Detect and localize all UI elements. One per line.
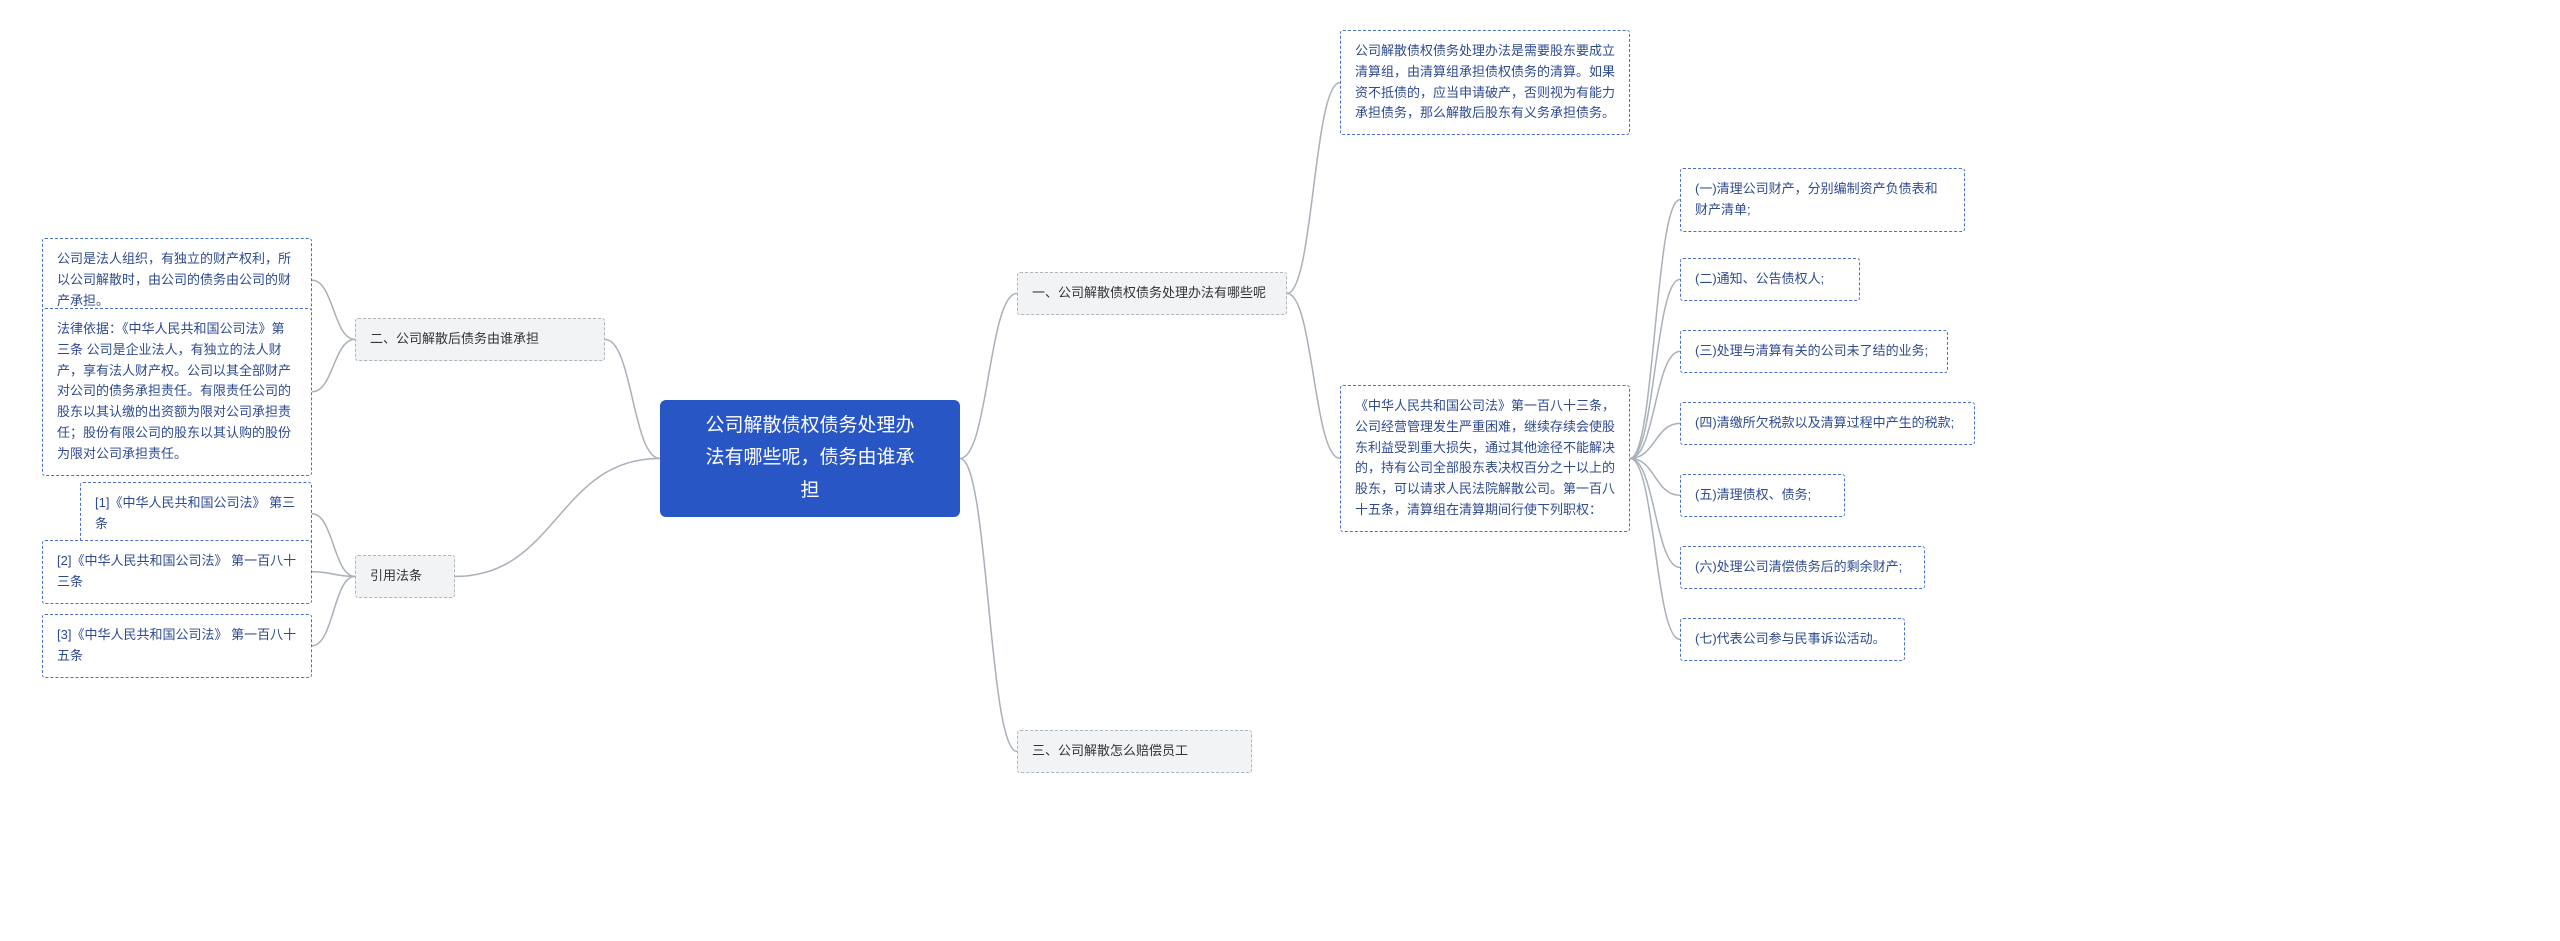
leaf-node: (七)代表公司参与民事诉讼活动。 xyxy=(1680,618,1905,661)
connector-line xyxy=(960,293,1017,458)
connector-line xyxy=(1630,458,1680,567)
leaf-node: [3]《中华人民共和国公司法》 第一百八十五条 xyxy=(42,614,312,678)
connector-line xyxy=(605,339,660,458)
connector-line xyxy=(1630,458,1680,495)
connector-line xyxy=(455,458,660,576)
connector-line xyxy=(1630,279,1680,458)
root-line: 公司解散债权债务处理办 xyxy=(705,415,914,436)
leaf-node: (五)清理债权、债务; xyxy=(1680,474,1845,517)
leaf-node: (六)处理公司清偿债务后的剩余财产; xyxy=(1680,546,1925,589)
connector-line xyxy=(1630,458,1680,639)
connector-line xyxy=(1630,200,1680,459)
connectors xyxy=(0,0,2560,941)
leaf-node: [1]《中华人民共和国公司法》 第三条 xyxy=(80,482,312,546)
root-node: 公司解散债权债务处理办法有哪些呢，债务由谁承担 xyxy=(660,400,960,517)
leaf-node: 法律依据：《中华人民共和国公司法》第三条 公司是企业法人，有独立的法人财产，享有… xyxy=(42,308,312,476)
connector-line xyxy=(960,458,1017,751)
connector-line xyxy=(312,572,355,577)
leaf-node: (三)处理与清算有关的公司未了结的业务; xyxy=(1680,330,1948,373)
connector-line xyxy=(1287,83,1340,294)
branch-node: 引用法条 xyxy=(355,555,455,598)
leaf-node: [2]《中华人民共和国公司法》 第一百八十三条 xyxy=(42,540,312,604)
connector-line xyxy=(1630,351,1680,458)
connector-line xyxy=(312,339,355,391)
connector-line xyxy=(1287,293,1340,458)
branch-node: 三、公司解散怎么赔偿员工 xyxy=(1017,730,1252,773)
connector-line xyxy=(312,280,355,339)
root-line: 法有哪些呢，债务由谁承 xyxy=(705,447,914,468)
branch-node: 二、公司解散后债务由谁承担 xyxy=(355,318,605,361)
branch-node: 一、公司解散债权债务处理办法有哪些呢 xyxy=(1017,272,1287,315)
leaf-node: (四)清缴所欠税款以及清算过程中产生的税款; xyxy=(1680,402,1975,445)
leaf-node: 公司解散债权债务处理办法是需要股东要成立清算组，由清算组承担债权债务的清算。如果… xyxy=(1340,30,1630,135)
connector-line xyxy=(312,576,355,645)
root-line: 担 xyxy=(800,480,819,501)
leaf-node: (二)通知、公告债权人; xyxy=(1680,258,1860,301)
connector-line xyxy=(1630,423,1680,458)
leaf-node: (一)清理公司财产，分别编制资产负债表和财产清单; xyxy=(1680,168,1965,232)
leaf-node: 《中华人民共和国公司法》第一百八十三条，公司经营管理发生严重困难，继续存续会使股… xyxy=(1340,385,1630,532)
connector-line xyxy=(312,514,355,577)
